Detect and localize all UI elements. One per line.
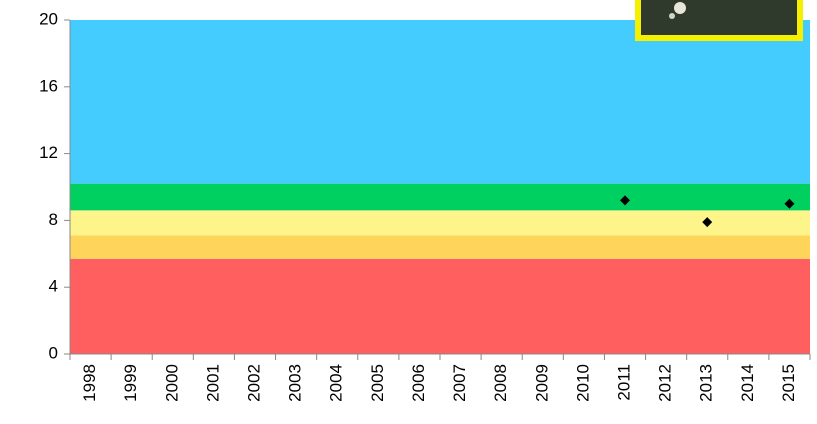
page: {"chart_data": {"type": "scatter", "cate… (0, 0, 817, 424)
photo-flower (674, 2, 686, 14)
y-tick-label: 0 (49, 343, 58, 362)
x-tick-label: 2000 (162, 364, 181, 402)
y-tick-label: 12 (39, 143, 58, 162)
x-tick-label: 2003 (286, 364, 305, 402)
range-band (70, 210, 810, 235)
x-tick-label: 2013 (697, 364, 716, 402)
y-tick-label: 20 (39, 9, 58, 28)
plot: 0 4 8 12 16 20 1998 1999 2000 2001 2002 2003 2004 200… (39, 9, 810, 401)
chart: 0 4 8 12 16 20 1998 1999 2000 2001 2002 2003 2004 200… (0, 0, 817, 424)
x-tick-label: 2002 (244, 364, 263, 402)
x-tick-label: 2007 (450, 364, 469, 402)
y-tick-label: 4 (49, 277, 58, 296)
range-band (70, 184, 810, 211)
x-tick-label: 2010 (573, 364, 592, 402)
y-tick-label: 8 (49, 210, 58, 229)
x-tick-label: 1998 (80, 364, 99, 402)
x-tick-label: 2011 (614, 364, 633, 401)
x-tick-label: 2008 (491, 364, 510, 402)
x-tick-label: 2012 (656, 364, 675, 402)
x-tick-label: 2014 (738, 364, 757, 402)
x-tick-label: 2009 (532, 364, 551, 402)
range-band (70, 235, 810, 258)
x-tick-label: 2004 (327, 364, 346, 402)
photo-flower (669, 13, 675, 19)
x-tick-label: 2006 (409, 364, 428, 402)
range-band (70, 20, 810, 184)
y-tick-label: 16 (39, 76, 58, 95)
range-band (70, 259, 810, 354)
x-tick-label: 2005 (368, 364, 387, 402)
x-tick-label: 1999 (121, 364, 140, 402)
x-tick-label: 2015 (779, 364, 798, 402)
photo-frame (638, 0, 800, 38)
inset-photo (638, 0, 800, 38)
x-tick-label: 2001 (203, 364, 222, 402)
